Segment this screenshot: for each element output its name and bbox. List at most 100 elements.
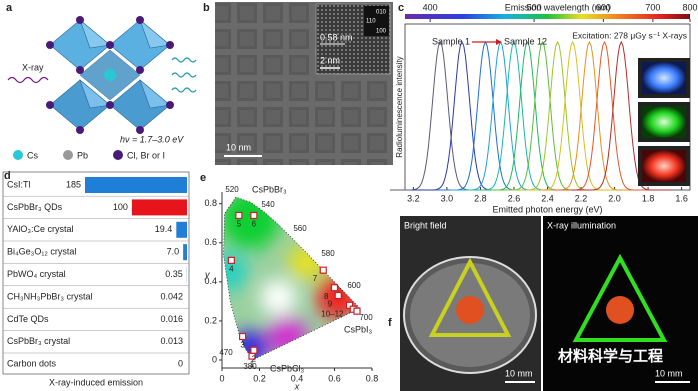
y-axis-title: y bbox=[204, 269, 210, 279]
locus-label: 380 bbox=[243, 362, 257, 371]
point-label: 1 bbox=[250, 360, 255, 369]
panel-label: b bbox=[203, 2, 210, 14]
spectrum bbox=[571, 40, 672, 191]
x-axis-title: Emitted photon energy (eV) bbox=[492, 204, 602, 214]
atoms bbox=[46, 16, 174, 134]
panel-e: e 0 0.2 0.4 0.6 0.8 0 0.2 0.4 0.6 0.8 x y 520 540 560 5… bbox=[200, 172, 378, 391]
x-axis-title: x bbox=[294, 381, 300, 391]
locus-label: 520 bbox=[225, 185, 239, 194]
x-tick-label: 3.0 bbox=[441, 193, 454, 203]
point-label: 8 bbox=[324, 292, 329, 301]
start-label: Sample 1 bbox=[432, 36, 470, 46]
x2-axis-title: Emission wavelength (nm) bbox=[505, 2, 611, 12]
x2-tick-label: 500 bbox=[527, 2, 542, 12]
point bbox=[227, 256, 235, 264]
bar bbox=[131, 199, 187, 216]
y-tick-label: 0.8 bbox=[204, 198, 217, 208]
point bbox=[250, 211, 258, 220]
category-label: CsPbBr₃ QDs bbox=[7, 202, 63, 212]
point bbox=[239, 332, 247, 341]
arrow-head bbox=[496, 39, 502, 45]
point-label: 3 bbox=[240, 341, 245, 350]
locus-label: 540 bbox=[261, 200, 275, 209]
panel-b: b 010 110 100 0.58 nm 2 nm 10 nm bbox=[203, 2, 393, 165]
value-label: 19.4 bbox=[155, 224, 173, 234]
spectrum bbox=[463, 40, 565, 191]
point-label: 9 bbox=[328, 300, 333, 309]
legend-label: Cs bbox=[27, 150, 38, 160]
panel-label: c bbox=[398, 2, 404, 14]
category-label: Bi₄Ge₃O₁₂ crystal bbox=[7, 247, 76, 257]
lattice-label: 0.58 nm bbox=[320, 32, 353, 42]
locus-fill bbox=[223, 197, 360, 359]
locus-label: 600 bbox=[347, 281, 361, 290]
value-label: 0.016 bbox=[160, 314, 183, 324]
x2-tick-label: 600 bbox=[596, 2, 611, 12]
category-label: PbWO₄ crystal bbox=[7, 269, 66, 279]
x-tick-label: 0 bbox=[219, 373, 224, 383]
compound-label: CsPbI₃ bbox=[344, 324, 373, 334]
triangle bbox=[572, 253, 668, 342]
fft-inset bbox=[364, 6, 389, 36]
table-frame bbox=[2, 171, 190, 375]
end-label: Sample 12 bbox=[504, 36, 547, 46]
value-label: 0.042 bbox=[160, 291, 183, 301]
x-tick-label: 0.4 bbox=[291, 373, 304, 383]
y-tick-label: 0.4 bbox=[204, 276, 217, 286]
point bbox=[353, 307, 361, 315]
sample-glow bbox=[642, 62, 686, 94]
panel-label: d bbox=[4, 170, 11, 182]
legend-swatch bbox=[113, 150, 123, 160]
x-tick-label: 2.2 bbox=[575, 193, 588, 203]
legend-swatch bbox=[63, 150, 73, 160]
color-blob bbox=[223, 197, 281, 250]
bar bbox=[183, 244, 187, 261]
value-label: 0.35 bbox=[165, 269, 183, 279]
bar bbox=[85, 177, 187, 193]
category-label: Carbon dots bbox=[7, 359, 57, 369]
scale-label: 2 nm bbox=[320, 55, 340, 65]
wavelength-bar bbox=[405, 14, 690, 19]
sample-glow bbox=[642, 106, 686, 138]
value-label: 0 bbox=[178, 359, 183, 369]
y-tick-label: 0 bbox=[212, 354, 217, 364]
sample-glow bbox=[642, 150, 686, 182]
x-tick-label: 2.8 bbox=[474, 193, 487, 203]
xray-label: X-ray bbox=[22, 62, 44, 72]
panel-a: a X-ray hν = 1.7–3.0 eV Cs Pb Cl, Br or … bbox=[6, 2, 197, 160]
y-axis-title: Radioluminescence intensity bbox=[395, 56, 404, 157]
fft-label: 110 bbox=[366, 19, 376, 25]
panel-c: c 400 500 600 700 800 Emission wavelength (nm… bbox=[389, 2, 698, 214]
point bbox=[235, 211, 243, 220]
color-blob bbox=[267, 316, 308, 357]
point-label: 6 bbox=[252, 220, 257, 229]
color-blob bbox=[223, 254, 248, 291]
x-axis-title: X-ray-induced emission bbox=[49, 377, 143, 387]
x-tick-label: 2.4 bbox=[541, 193, 554, 203]
watermark: 材料科学与工程 bbox=[558, 347, 663, 365]
panel-label: f bbox=[388, 317, 392, 329]
category-label: CsPbBr₃ crystal bbox=[7, 336, 70, 346]
photon-energy: hν = 1.7–3.0 eV bbox=[120, 134, 184, 144]
x-tick-label: 1.6 bbox=[675, 193, 688, 203]
value-label: 0.013 bbox=[160, 336, 183, 346]
x-tick-label: 3.2 bbox=[407, 193, 420, 203]
point-label: 4 bbox=[229, 264, 234, 273]
category-label: CH₃NH₃PbBr₃ crystal bbox=[7, 291, 93, 301]
fft-label: 100 bbox=[376, 29, 387, 35]
scale-label: 10 mm bbox=[655, 368, 683, 378]
point-label: 5 bbox=[237, 220, 242, 229]
locus-label: 700 bbox=[359, 313, 373, 322]
point-label: 2 bbox=[252, 354, 257, 363]
annotation: Excitation: 278 μGy s⁻¹ X-rays bbox=[572, 30, 687, 40]
x-tick-label: 0.8 bbox=[366, 373, 379, 383]
value-label: 7.0 bbox=[167, 247, 180, 257]
category-label: CdTe QDs bbox=[7, 314, 49, 324]
category-label: YAlO₃:Ce crystal bbox=[7, 224, 74, 234]
color-blob bbox=[260, 279, 297, 316]
point bbox=[319, 266, 327, 274]
panel-label: e bbox=[200, 172, 206, 184]
panel-f: Bright field X-ray illumination f 10 mm … bbox=[386, 216, 698, 391]
scale-label: 10 mm bbox=[505, 368, 533, 378]
panel-d: d CsI:Tl 185 CsPbBr₃ QDs 100 YAlO₃:Ce crysta… bbox=[2, 170, 190, 387]
